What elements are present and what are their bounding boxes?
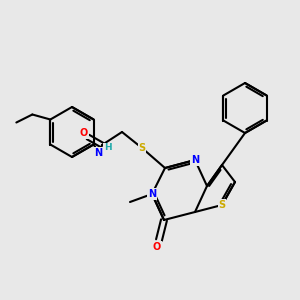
Text: S: S (218, 200, 226, 210)
Text: N: N (191, 155, 199, 165)
Text: H: H (104, 143, 112, 152)
Text: O: O (153, 242, 161, 252)
Text: N: N (148, 189, 156, 199)
Text: N: N (94, 148, 102, 158)
Text: O: O (80, 128, 88, 138)
Text: S: S (138, 143, 146, 153)
